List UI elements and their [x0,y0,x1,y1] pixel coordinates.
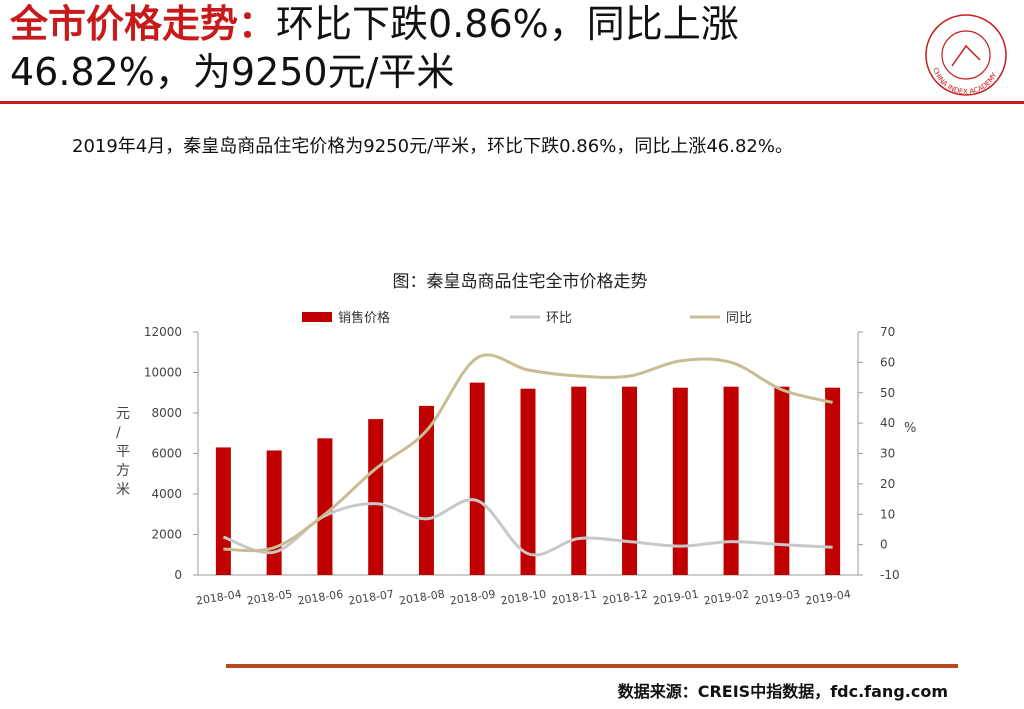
y-left-tick-label: 10000 [144,366,182,380]
y-right-tick-label: 70 [880,325,895,339]
y-left-tick-label: 8000 [151,406,182,420]
bar-price [622,386,638,575]
page-title-prefix: 全市价格走势： [10,2,277,46]
legend-label-mom: 环比 [546,311,572,326]
bar-price [825,387,841,575]
x-tick-label: 2018-12 [601,588,648,608]
y-right-tick-label: 60 [880,355,895,369]
x-tick-label: 2018-06 [297,588,344,608]
bar-price [571,386,587,575]
chart-title: 图：秦皇岛商品住宅全市价格走势 [393,272,648,292]
y-axis-right-label: % [904,421,916,436]
x-tick-label: 2019-04 [804,588,851,608]
y-left-tick-label: 12000 [144,325,182,339]
y-right-tick-label: 10 [880,507,895,521]
x-tick-label: 2018-05 [246,588,293,608]
line-yoy [223,353,833,553]
y-left-tick-label: 2000 [151,528,182,542]
data-source: 数据来源：CREIS中指数据，fdc.fang.com [617,682,948,701]
page-title-line-2: 46.82%，为9250元/平米 [10,50,455,94]
y-right-tick-label: 40 [880,416,895,430]
legend-label-yoy: 同比 [726,311,752,326]
x-tick-label: 2018-11 [551,588,598,608]
bar-price [723,386,739,575]
bar-price [418,405,434,575]
y-right-tick-label: 0 [880,538,888,552]
logo: CHINA INDEX ACADEMY [925,14,1007,96]
legend-swatch-price [302,312,332,322]
x-tick-label: 2018-09 [449,588,496,608]
bar-price [317,438,333,575]
page-title-suffix: 环比下跌0.86%，同比上涨 [276,2,739,46]
y-right-tick-label: 30 [880,447,895,461]
y-axis-left-label: 元/平方米 [116,406,130,498]
x-tick-label: 2018-10 [500,588,547,608]
bar-price [368,419,384,575]
x-tick-label: 2018-04 [195,588,242,608]
x-tick-label: 2019-03 [754,588,801,608]
y-right-tick-label: -10 [880,568,900,582]
x-tick-label: 2018-07 [347,588,394,608]
footer-divider [226,664,958,668]
bar-price [672,387,688,575]
summary-text: 2019年4月，秦皇岛商品住宅价格为9250元/平米，环比下跌0.86%，同比上… [72,136,793,157]
y-left-tick-label: 6000 [151,447,182,461]
bar-price [469,382,485,575]
bar-price [774,386,790,575]
bar-price [520,388,536,575]
bar-price [215,447,231,575]
legend-label-price: 销售价格 [338,310,390,326]
x-tick-label: 2019-02 [703,588,750,608]
page-title-line-1: 全市价格走势：环比下跌0.86%，同比上涨 [10,2,739,46]
x-tick-label: 2018-08 [398,588,445,608]
y-right-tick-label: 20 [880,477,895,491]
y-left-tick-label: 0 [174,568,182,582]
y-right-tick-label: 50 [880,386,895,400]
header-divider [0,101,1024,104]
bar-price [266,450,282,575]
y-left-tick-label: 4000 [151,487,182,501]
x-tick-label: 2019-01 [652,588,699,608]
